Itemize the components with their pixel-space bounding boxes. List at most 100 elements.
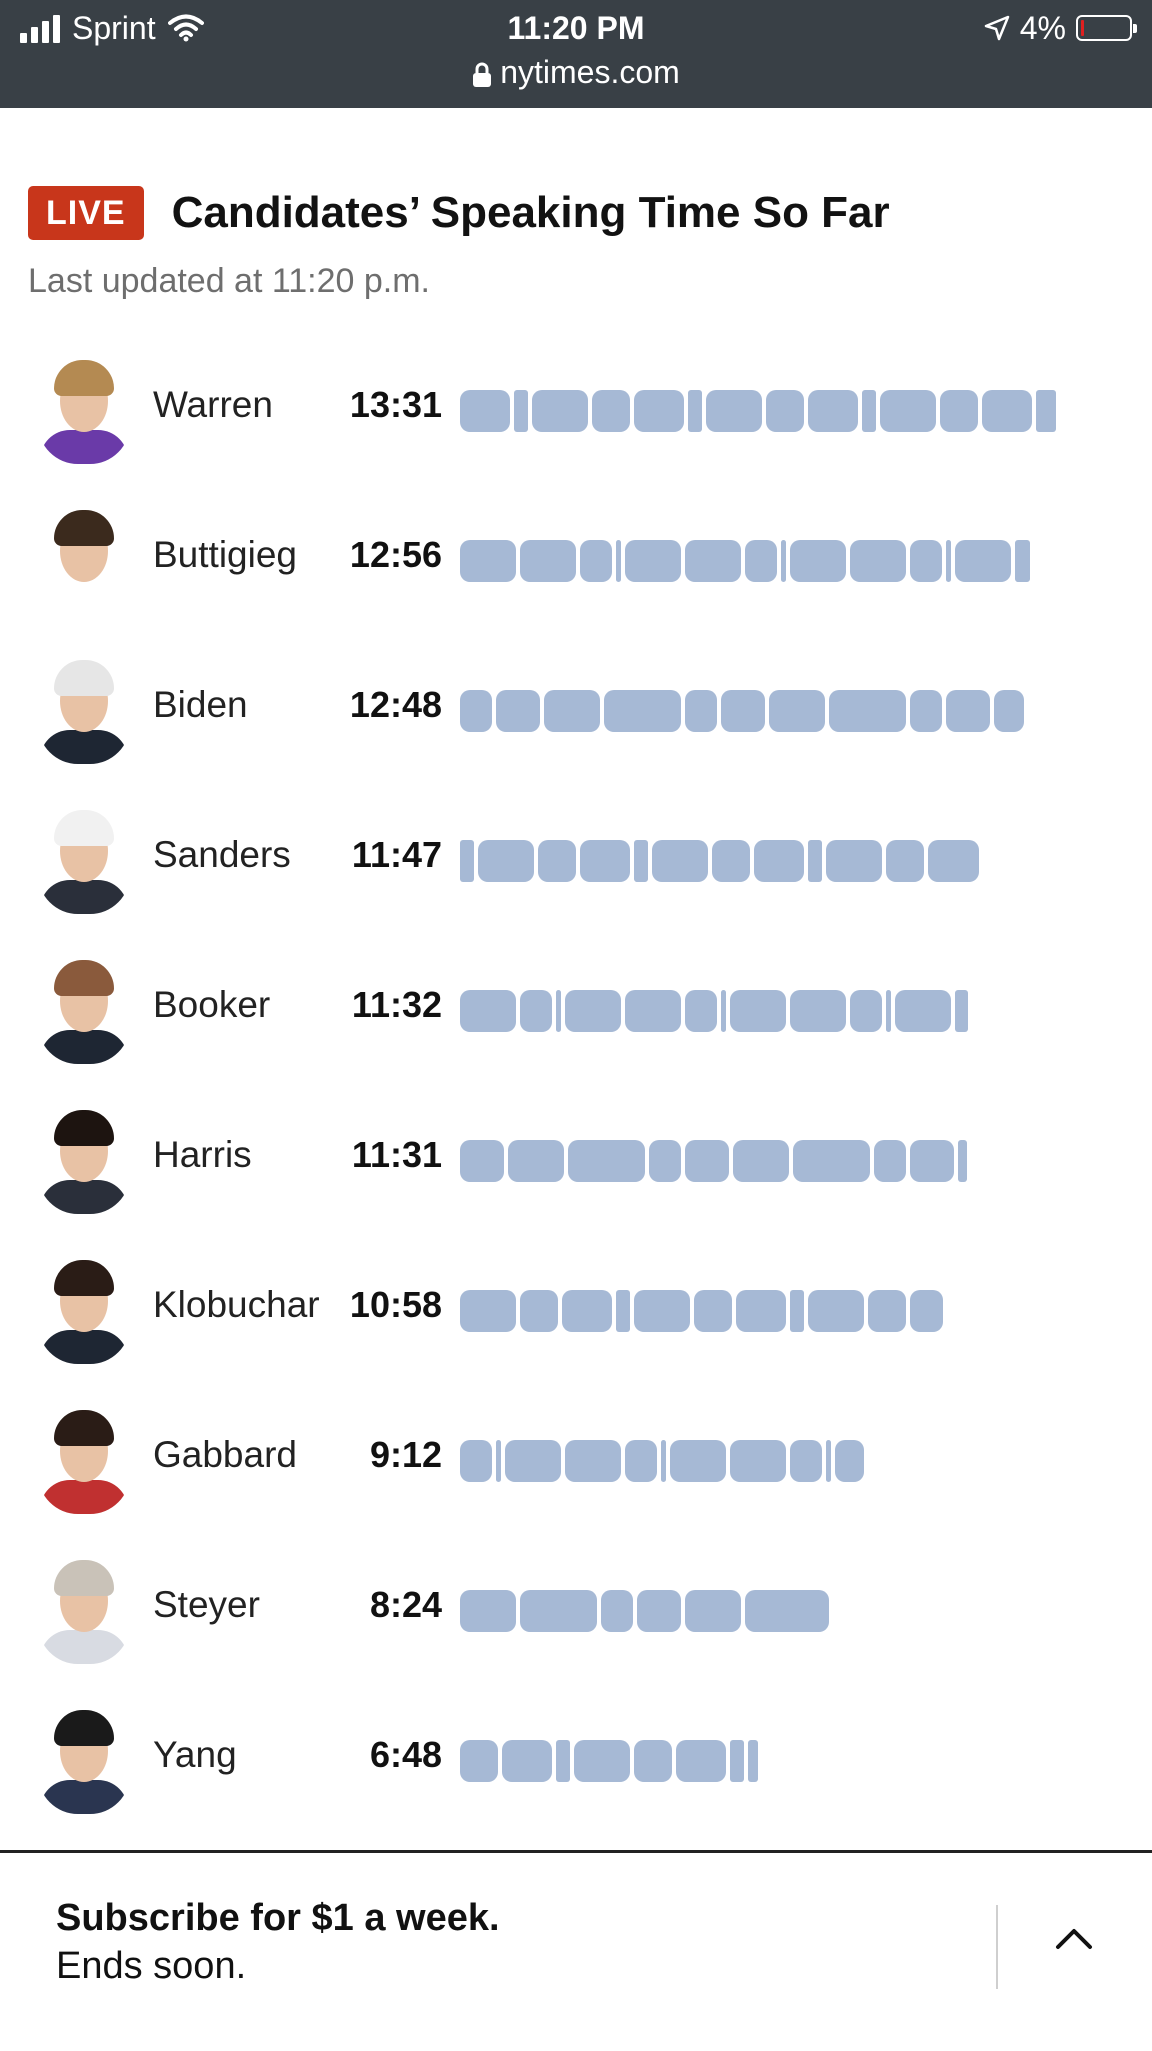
clock: 11:20 PM bbox=[507, 10, 645, 46]
live-badge: LIVE bbox=[28, 186, 144, 240]
avatar-body bbox=[40, 1780, 128, 1814]
speaking-segment bbox=[637, 1590, 681, 1632]
speaking-segment bbox=[886, 990, 891, 1032]
avatar bbox=[38, 956, 130, 1064]
speaking-segment bbox=[895, 990, 951, 1032]
speaking-segment bbox=[565, 990, 621, 1032]
subscribe-banner[interactable]: Subscribe for $1 a week. Ends soon. bbox=[0, 1850, 1152, 2051]
speaking-segment bbox=[736, 1290, 786, 1332]
avatar bbox=[38, 356, 130, 464]
speaking-segment bbox=[616, 1290, 630, 1332]
avatar-body bbox=[40, 1030, 128, 1064]
candidate-name: Gabbard bbox=[153, 1434, 297, 1475]
speaking-segment bbox=[886, 840, 924, 882]
subscribe-offer[interactable]: Subscribe for $1 a week. bbox=[56, 1897, 500, 1939]
speaking-segment bbox=[520, 1590, 597, 1632]
speaking-segment bbox=[1036, 390, 1056, 432]
avatar bbox=[38, 806, 130, 914]
speaking-segment bbox=[955, 990, 968, 1032]
speaking-segment bbox=[940, 390, 978, 432]
avatar bbox=[38, 1406, 130, 1514]
wifi-icon bbox=[167, 14, 204, 42]
avatar-hair bbox=[54, 960, 114, 996]
avatar-body bbox=[40, 1180, 128, 1214]
speaking-segment bbox=[733, 1140, 789, 1182]
candidate-name: Warren bbox=[153, 384, 273, 425]
candidate-row: Klobuchar 10:58 bbox=[0, 1250, 1152, 1400]
speaking-segment bbox=[625, 540, 681, 582]
speaking-segment bbox=[874, 1140, 906, 1182]
battery-percent: 4% bbox=[1019, 9, 1066, 46]
candidate-row: Buttigieg 12:56 bbox=[0, 500, 1152, 650]
speaking-segment bbox=[460, 990, 516, 1032]
speaking-segment bbox=[685, 690, 717, 732]
avatar bbox=[38, 656, 130, 764]
speaking-time-bar bbox=[460, 390, 1060, 432]
speaking-segment bbox=[982, 390, 1032, 432]
speaking-segment bbox=[730, 990, 786, 1032]
section-header: LIVE Candidates’ Speaking Time So Far bbox=[28, 186, 890, 240]
speaking-segment bbox=[538, 840, 576, 882]
speaking-segment bbox=[910, 1290, 943, 1332]
speaking-segment bbox=[721, 690, 765, 732]
speaking-segment bbox=[520, 1290, 558, 1332]
speaking-segment bbox=[685, 1140, 729, 1182]
avatar-body bbox=[40, 1330, 128, 1364]
battery-icon bbox=[1076, 15, 1137, 41]
speaking-segment bbox=[460, 1440, 492, 1482]
avatar bbox=[38, 1706, 130, 1814]
candidate-name: Yang bbox=[153, 1734, 237, 1775]
speaking-segment bbox=[808, 840, 822, 882]
speaking-segment bbox=[505, 1440, 561, 1482]
speaking-segment bbox=[850, 990, 882, 1032]
speaking-segment bbox=[460, 1140, 504, 1182]
speaking-segment bbox=[826, 840, 882, 882]
speaking-segment bbox=[496, 1440, 501, 1482]
lock-icon bbox=[473, 62, 492, 87]
speaking-segment bbox=[649, 1140, 681, 1182]
candidate-row: Yang 6:48 bbox=[0, 1700, 1152, 1850]
speaking-segment bbox=[790, 540, 846, 582]
subscribe-deadline: Ends soon. bbox=[56, 1945, 247, 1987]
url-text: nytimes.com bbox=[500, 54, 680, 90]
speaking-time: 11:32 bbox=[351, 984, 442, 1025]
avatar-hair bbox=[54, 1710, 114, 1746]
candidate-row: Warren 13:31 bbox=[0, 350, 1152, 500]
speaking-segment bbox=[652, 840, 708, 882]
avatar bbox=[38, 506, 130, 614]
speaking-segment bbox=[721, 990, 726, 1032]
avatar-hair bbox=[54, 1260, 114, 1296]
speaking-segment bbox=[562, 1290, 612, 1332]
banner-divider bbox=[996, 1905, 998, 1989]
speaking-segment bbox=[808, 1290, 864, 1332]
speaking-segment bbox=[994, 690, 1024, 732]
speaking-segment bbox=[946, 690, 990, 732]
speaking-segment bbox=[460, 390, 510, 432]
speaking-segment bbox=[502, 1740, 552, 1782]
candidate-row: Gabbard 9:12 bbox=[0, 1400, 1152, 1550]
candidate-row: Booker 11:32 bbox=[0, 950, 1152, 1100]
speaking-segment bbox=[835, 1440, 864, 1482]
speaking-segment bbox=[460, 1590, 516, 1632]
candidate-name: Booker bbox=[153, 984, 271, 1025]
candidate-list: Warren 13:31 Buttigieg 12:56 Biden 12:48 Sande… bbox=[0, 350, 1152, 1850]
candidate-row: Biden 12:48 bbox=[0, 650, 1152, 800]
avatar-body bbox=[40, 580, 128, 614]
avatar-hair bbox=[54, 1560, 114, 1596]
speaking-segment bbox=[601, 1590, 633, 1632]
speaking-segment bbox=[580, 540, 612, 582]
speaking-segment bbox=[580, 840, 630, 882]
speaking-segment bbox=[946, 540, 951, 582]
speaking-segment bbox=[706, 390, 762, 432]
speaking-time: 12:56 bbox=[349, 534, 442, 575]
speaking-segment bbox=[910, 690, 942, 732]
chevron-up-icon[interactable] bbox=[1052, 1923, 1096, 1953]
speaking-segment bbox=[712, 840, 750, 882]
speaking-segment bbox=[592, 390, 630, 432]
speaking-segment bbox=[1015, 540, 1030, 582]
candidate-row: Harris 11:31 bbox=[0, 1100, 1152, 1250]
speaking-segment bbox=[565, 1440, 621, 1482]
avatar bbox=[38, 1106, 130, 1214]
speaking-segment bbox=[634, 390, 684, 432]
url-bar[interactable]: nytimes.com bbox=[0, 52, 1152, 92]
